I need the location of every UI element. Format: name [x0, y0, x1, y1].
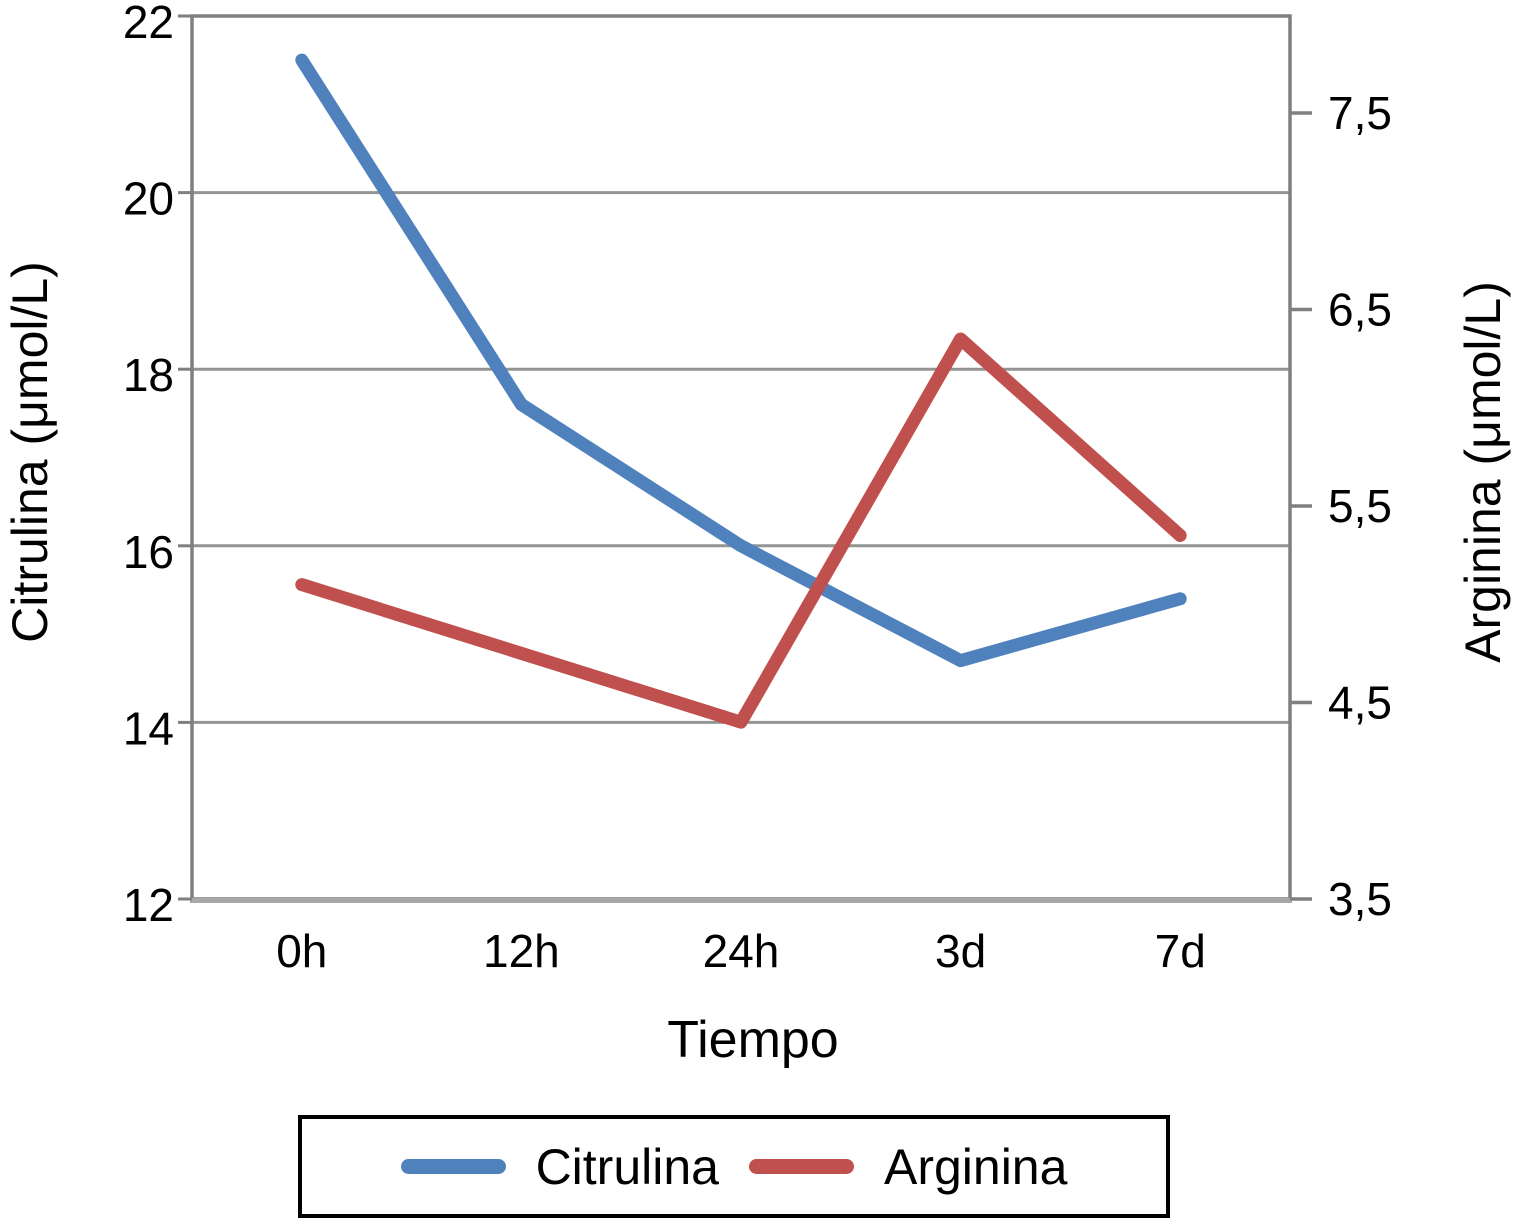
right-axis-tick-label: 5,5 [1328, 480, 1392, 532]
left-axis-tick-label: 12 [123, 879, 174, 931]
x-axis-tick-label: 0h [276, 925, 327, 977]
citrulina-legend-label: Citrulina [535, 1138, 719, 1195]
left-axis-tick-label: 22 [123, 0, 174, 48]
arginina-legend-label: Arginina [883, 1138, 1068, 1195]
left-axis-tick-label: 18 [123, 349, 174, 401]
left-axis-title: Citrulina (μmol/L) [2, 261, 58, 643]
x-axis-title: Tiempo [667, 1011, 839, 1069]
legend-item-citrulina: Citrulina [400, 1138, 719, 1195]
arginina-line [295, 332, 1187, 729]
legend-item-arginina: Arginina [748, 1138, 1068, 1195]
right-axis-tick-label: 6,5 [1328, 284, 1392, 336]
right-axis-tick-label: 3,5 [1328, 873, 1392, 925]
x-axis-tick-label: 12h [483, 925, 560, 977]
citrulina-line-swatch [400, 1159, 506, 1174]
left-axis-tick-label: 14 [123, 702, 174, 754]
arginina-line-swatch [748, 1159, 854, 1174]
x-axis-tick-label: 3d [935, 925, 986, 977]
left-axis-tick-label: 20 [123, 173, 174, 225]
right-axis-title: Arginina (μmol/L) [1455, 281, 1511, 663]
left-axis-tick-label: 16 [123, 526, 174, 578]
citrulina-line [295, 53, 1187, 668]
right-axis-tick-label: 4,5 [1328, 677, 1392, 729]
x-axis-tick-label: 24h [703, 925, 780, 977]
x-axis-tick-label: 7d [1155, 925, 1206, 977]
legend: Citrulina Arginina [298, 1115, 1170, 1218]
right-axis-tick-label: 7,5 [1328, 87, 1392, 139]
